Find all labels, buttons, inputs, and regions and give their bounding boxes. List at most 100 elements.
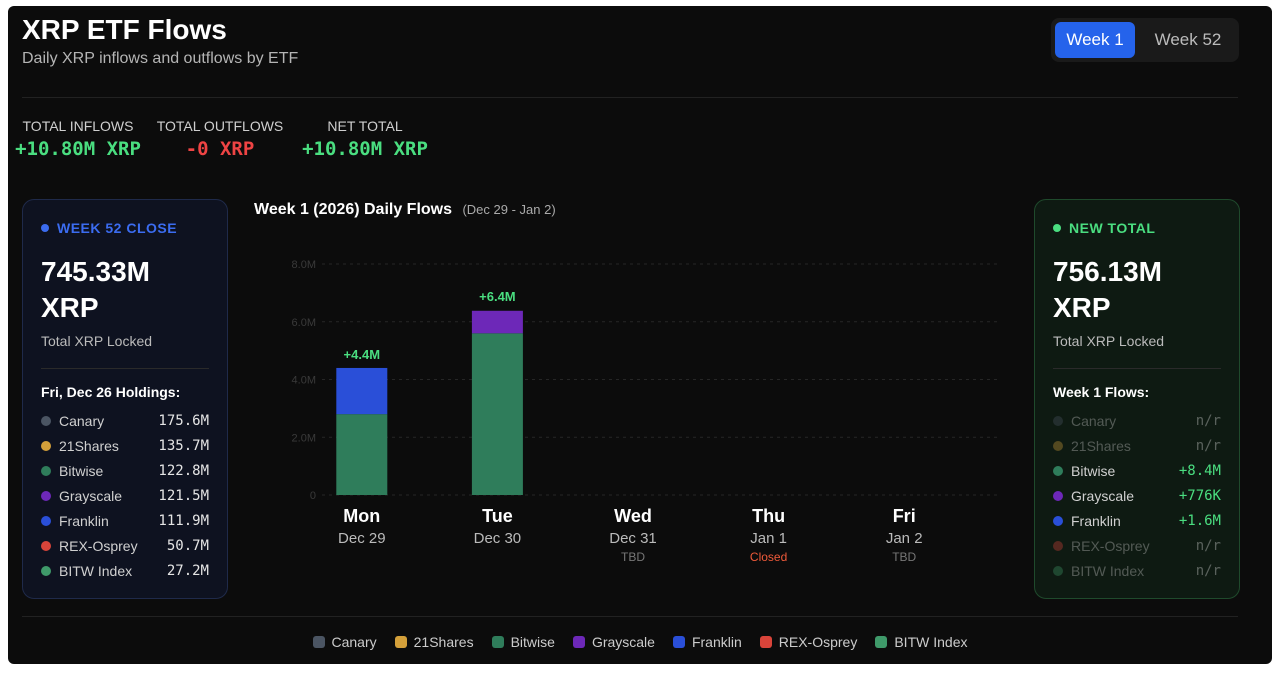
- swatch: [1053, 416, 1063, 426]
- holding-row: Franklin +1.6M: [1053, 511, 1221, 531]
- total-label: +6.4M: [479, 289, 516, 304]
- fund-value: 27.2M: [166, 563, 209, 579]
- fund-value: +8.4M: [1178, 463, 1221, 479]
- legend-item: Bitwise: [491, 634, 555, 650]
- holding-row: Grayscale +776K: [1053, 486, 1221, 506]
- fund-name: Canary: [59, 413, 105, 429]
- holding-row: Canary n/r: [1053, 411, 1221, 431]
- holding-row: REX-Osprey n/r: [1053, 536, 1221, 556]
- fund-name: Canary: [1071, 413, 1117, 429]
- legend-swatch: [491, 636, 504, 648]
- divider: [41, 368, 209, 369]
- fund-name: REX-Osprey: [59, 538, 138, 554]
- legend: Canary 21Shares Bitwise Grayscale Franklin RE…: [8, 634, 1272, 650]
- tab-group: Week 1 Week 52: [1051, 18, 1239, 62]
- holding-row: 21Shares n/r: [1053, 436, 1221, 456]
- fund-value: 122.8M: [158, 463, 209, 479]
- card-tag: NEW TOTAL: [1053, 220, 1155, 236]
- fund-name: 21Shares: [59, 438, 119, 454]
- swatch: [41, 441, 51, 451]
- divider: [22, 97, 1238, 98]
- x-tick-label: Tue: [482, 506, 513, 526]
- amount-value: 756.13M: [1053, 256, 1162, 287]
- swatch: [41, 541, 51, 551]
- legend-swatch: [875, 636, 888, 648]
- x-note: Closed: [750, 550, 787, 564]
- legend-swatch: [572, 636, 585, 648]
- caption: Total XRP Locked: [1053, 333, 1165, 349]
- holding-row: BITW Index 27.2M: [41, 561, 209, 581]
- total-label: +4.4M: [344, 347, 381, 362]
- legend-item: REX-Osprey: [759, 634, 858, 650]
- bar-segment: [471, 333, 523, 495]
- tab[interactable]: Week 52: [1154, 30, 1222, 49]
- y-tick-label: 4.0M: [292, 375, 316, 387]
- holding-row: Bitwise +8.4M: [1053, 461, 1221, 481]
- x-date-label: Dec 31: [609, 530, 657, 547]
- list-title: Fri, Dec 26 Holdings:: [41, 384, 181, 400]
- legend-swatch: [672, 636, 685, 648]
- legend-swatch: [759, 636, 772, 648]
- amount: 756.13M XRP: [1053, 254, 1162, 326]
- fund-value: n/r: [1195, 538, 1221, 554]
- fund-value: n/r: [1195, 413, 1221, 429]
- fund-name: Franklin: [1071, 513, 1121, 529]
- card-tag: WEEK 52 CLOSE: [41, 220, 177, 236]
- legend-swatch: [394, 636, 407, 648]
- legend-label: Canary: [331, 634, 377, 650]
- fund-name: Grayscale: [1071, 488, 1135, 504]
- fund-name: Grayscale: [59, 488, 123, 504]
- x-tick-label: Fri: [893, 506, 916, 526]
- y-tick-label: 2.0M: [292, 432, 316, 444]
- x-date-label: Dec 30: [474, 530, 522, 547]
- amount: 745.33M XRP: [41, 254, 150, 326]
- chart-header: Week 1 (2026) Daily Flows (Dec 29 - Jan …: [254, 201, 556, 219]
- swatch: [41, 566, 51, 576]
- fund-value: n/r: [1195, 438, 1221, 454]
- fund-name: Bitwise: [59, 463, 104, 479]
- tab[interactable]: Week 1: [1055, 22, 1135, 58]
- bar-segment: [471, 310, 523, 334]
- chart-subtitle: (Dec 29 - Jan 2): [462, 202, 556, 217]
- x-tick-label: Wed: [614, 506, 652, 526]
- list-title: Week 1 Flows:: [1053, 384, 1150, 400]
- x-date-label: Dec 29: [338, 530, 386, 547]
- subtitle: Daily XRP inflows and outflows by ETF: [22, 50, 299, 67]
- legend-label: 21Shares: [413, 634, 474, 650]
- stat-value: +10.80M XRP: [15, 138, 141, 160]
- x-date-label: Jan 2: [886, 530, 923, 547]
- fund-value: 121.5M: [158, 488, 209, 504]
- title: XRP ETF Flows: [22, 14, 227, 45]
- fund-name: Bitwise: [1071, 463, 1116, 479]
- chart: 0 2.0M 4.0M 6.0M 8.0M +4.4M Mon Dec 29 +6.4M Tue D…: [292, 259, 998, 564]
- amount-unit: XRP: [41, 292, 99, 323]
- legend-item: Canary: [312, 634, 377, 650]
- x-tick-label: Mon: [343, 506, 380, 526]
- swatch: [1053, 566, 1063, 576]
- fund-name: REX-Osprey: [1071, 538, 1150, 554]
- fund-name: Franklin: [59, 513, 109, 529]
- fund-name: 21Shares: [1071, 438, 1131, 454]
- y-tick-label: 6.0M: [292, 317, 316, 329]
- y-tick-label: 8.0M: [292, 259, 316, 271]
- fund-value: +776K: [1178, 488, 1221, 504]
- legend-item: Franklin: [672, 634, 742, 650]
- legend-item: BITW Index: [875, 634, 967, 650]
- fund-value: 135.7M: [158, 438, 209, 454]
- fund-name: BITW Index: [59, 563, 133, 579]
- legend-label: Bitwise: [510, 634, 555, 650]
- fund-value: 50.7M: [166, 538, 209, 554]
- swatch: [41, 516, 51, 526]
- stat-value: -0 XRP: [185, 138, 255, 160]
- swatch: [1053, 491, 1063, 501]
- swatch: [1053, 516, 1063, 526]
- amount-value: 745.33M: [41, 256, 150, 287]
- fund-value: +1.6M: [1178, 513, 1221, 529]
- legend-label: BITW Index: [894, 634, 968, 650]
- chart-title: Week 1 (2026) Daily Flows: [254, 201, 453, 218]
- legend-label: REX-Osprey: [778, 634, 858, 650]
- holding-row: BITW Index n/r: [1053, 561, 1221, 581]
- stat-label: NET TOTAL: [327, 118, 403, 134]
- swatch: [41, 416, 51, 426]
